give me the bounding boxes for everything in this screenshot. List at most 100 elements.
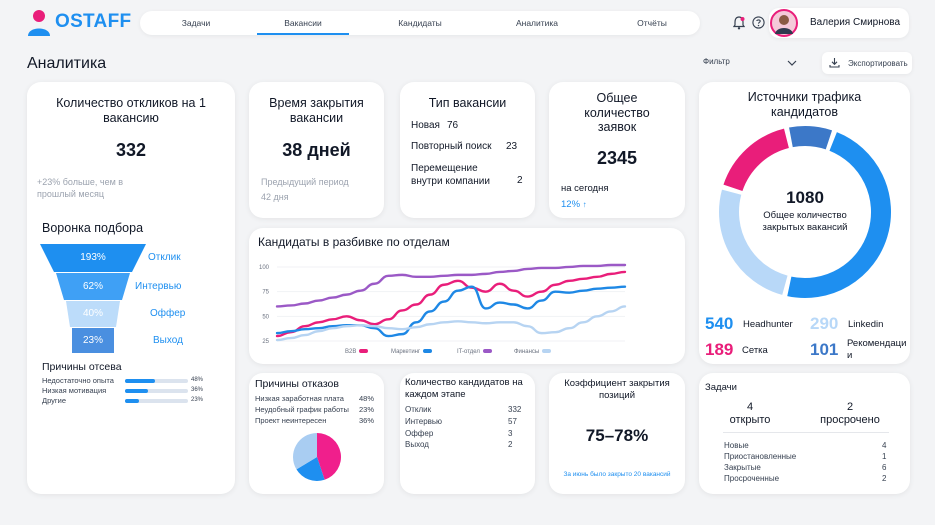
y-tick-label: 50 bbox=[262, 314, 269, 320]
export-button[interactable]: Экспортировать bbox=[822, 52, 912, 74]
closing-time-card: Время закрытия вакансии 38 дней Предыдущ… bbox=[249, 82, 384, 218]
funnel-title: Воронка подбора bbox=[42, 221, 144, 235]
nav-tab-label: Аналитика bbox=[515, 18, 559, 28]
stage-value: 2 bbox=[508, 440, 513, 449]
stage-value: 332 bbox=[508, 405, 522, 414]
dropout-bar bbox=[125, 399, 188, 403]
task-value: 2 bbox=[882, 474, 887, 483]
funnel-label-exit: Выход bbox=[153, 335, 183, 346]
top-nav: Задачи Вакансии Кандидаты Аналитика Отчё… bbox=[140, 11, 700, 35]
vacancy-type-value: 23 bbox=[506, 141, 518, 152]
legend-item-finance: Финансы bbox=[514, 349, 552, 355]
brand-logo[interactable]: OSTAFF bbox=[27, 9, 131, 37]
funnel-label-offer: Оффер bbox=[150, 308, 186, 319]
funnel-segment bbox=[72, 328, 114, 353]
traffic-slice-сетка bbox=[723, 128, 790, 192]
nav-tab-label: Отчёты bbox=[637, 18, 667, 28]
rejection-title: Причины отказов bbox=[255, 378, 339, 390]
user-menu[interactable]: Валерия Смирнова bbox=[769, 8, 909, 38]
responses-value: 332 bbox=[115, 140, 147, 160]
funnel-value-interview: 62% bbox=[82, 281, 103, 292]
stage-row: Выход 2 bbox=[405, 440, 525, 450]
task-value: 6 bbox=[882, 463, 887, 472]
legend-item-it: IT-отдел bbox=[457, 349, 492, 355]
stage-label: Интервью bbox=[405, 417, 443, 426]
stage-label: Отклик bbox=[405, 405, 432, 414]
notifications-button[interactable] bbox=[732, 16, 746, 30]
help-button[interactable] bbox=[752, 16, 765, 29]
coefficient-note: За июнь было закрыто 20 вакансий bbox=[563, 471, 671, 478]
nav-tab-tasks[interactable]: Задачи bbox=[150, 11, 242, 35]
help-icon bbox=[752, 16, 765, 29]
rejection-label: Низкая заработная плата bbox=[255, 394, 344, 403]
dropout-bar bbox=[125, 389, 188, 393]
stage-row: Оффер 3 bbox=[405, 429, 525, 439]
legend-item-marketing: Маркетинг bbox=[391, 349, 433, 355]
traffic-stat-value: 189 bbox=[705, 340, 734, 359]
closing-time-prev-label: Предыдущий период bbox=[261, 177, 349, 187]
rejection-row: Проект неинтересен 36% bbox=[255, 416, 380, 426]
tasks-overdue-value: 2 bbox=[846, 401, 854, 413]
rejection-value: 23% bbox=[359, 405, 375, 414]
vacancy-type-row: Новая 76 bbox=[411, 120, 531, 132]
series-line-маркетинг bbox=[275, 285, 627, 338]
filter-dropdown[interactable]: Фильтр bbox=[703, 56, 799, 70]
rejection-value: 36% bbox=[359, 416, 375, 425]
total-requests-today: на сегодня bbox=[561, 183, 609, 194]
stage-row: Отклик 332 bbox=[405, 405, 525, 415]
traffic-slice-headhunter bbox=[787, 132, 891, 298]
y-tick-label: 75 bbox=[262, 290, 269, 296]
traffic-slice-рекомендации bbox=[789, 126, 833, 150]
task-value: 4 bbox=[882, 441, 887, 450]
traffic-stat-value: 290 bbox=[810, 314, 839, 333]
stage-value: 3 bbox=[508, 429, 513, 438]
funnel-label-response: Отклик bbox=[148, 252, 181, 263]
funnel-value-offer: 40% bbox=[82, 308, 103, 319]
vacancy-type-title: Тип вакансии bbox=[428, 96, 507, 110]
traffic-stat-label: Рекомендации bbox=[847, 338, 907, 361]
funnel-shape bbox=[40, 244, 146, 353]
coefficient-title: Коэффициент закрытия позиций bbox=[564, 378, 670, 401]
stage-label: Выход bbox=[405, 440, 429, 449]
nav-tab-reports[interactable]: Отчёты bbox=[606, 11, 698, 35]
legend-label: Финансы bbox=[514, 349, 540, 355]
total-requests-title: Общее количество заявок bbox=[584, 91, 650, 134]
dropout-row: Недостаточно опыта 48% bbox=[42, 376, 207, 386]
traffic-slice-linkedin bbox=[719, 189, 788, 295]
dropout-list: Недостаточно опыта 48% Низкая мотивация … bbox=[42, 376, 207, 406]
stage-label: Оффер bbox=[405, 429, 434, 438]
rejection-label: Проект неинтересен bbox=[255, 416, 327, 425]
arrow-up-icon: ↑ bbox=[582, 200, 587, 209]
download-icon bbox=[829, 58, 840, 68]
closing-coefficient-card: Коэффициент закрытия позиций 75–78% За и… bbox=[549, 373, 685, 494]
traffic-stat-setka: 189 Сетка bbox=[705, 340, 805, 360]
tasks-card: Задачи 4 открыто 2 просрочено Новые 4 Пр… bbox=[699, 373, 910, 494]
task-label: Новые bbox=[724, 441, 749, 450]
nav-tab-candidates[interactable]: Кандидаты bbox=[374, 11, 466, 35]
dropout-bar-fill bbox=[125, 389, 148, 393]
rejection-slice bbox=[296, 457, 325, 481]
legend-label: Маркетинг bbox=[391, 349, 421, 355]
traffic-donut-chart bbox=[719, 126, 891, 298]
vacancy-type-label: Новая bbox=[411, 120, 440, 131]
funnel-value-response: 193% bbox=[80, 252, 106, 263]
funnel-value-exit: 23% bbox=[82, 335, 103, 346]
vacancy-type-label: Повторный поиск bbox=[411, 141, 492, 152]
traffic-center-value: 1080 bbox=[786, 188, 824, 207]
task-row: Просроченные 2 bbox=[724, 474, 889, 484]
dropout-label: Другие bbox=[42, 396, 67, 405]
task-row: Приостановленные 1 bbox=[724, 452, 889, 462]
dropout-value: 36% bbox=[191, 387, 204, 393]
nav-tab-vacancies[interactable]: Вакансии bbox=[257, 11, 349, 35]
dropout-bar-fill bbox=[125, 399, 140, 403]
closing-time-value: 38 дней bbox=[282, 140, 351, 160]
traffic-stat-linkedin: 290 Linkedin bbox=[810, 314, 910, 334]
closing-time-title: Время закрытия вакансии bbox=[269, 96, 364, 125]
task-row: Закрытые 6 bbox=[724, 463, 889, 473]
nav-tab-label: Вакансии bbox=[284, 18, 322, 28]
coefficient-value: 75–78% bbox=[585, 426, 649, 445]
tasks-divider bbox=[723, 432, 889, 433]
rejection-reasons-card: Причины отказов Низкая заработная плата … bbox=[249, 373, 384, 494]
task-label: Закрытые bbox=[724, 463, 761, 472]
nav-tab-analytics[interactable]: Аналитика bbox=[491, 11, 583, 35]
